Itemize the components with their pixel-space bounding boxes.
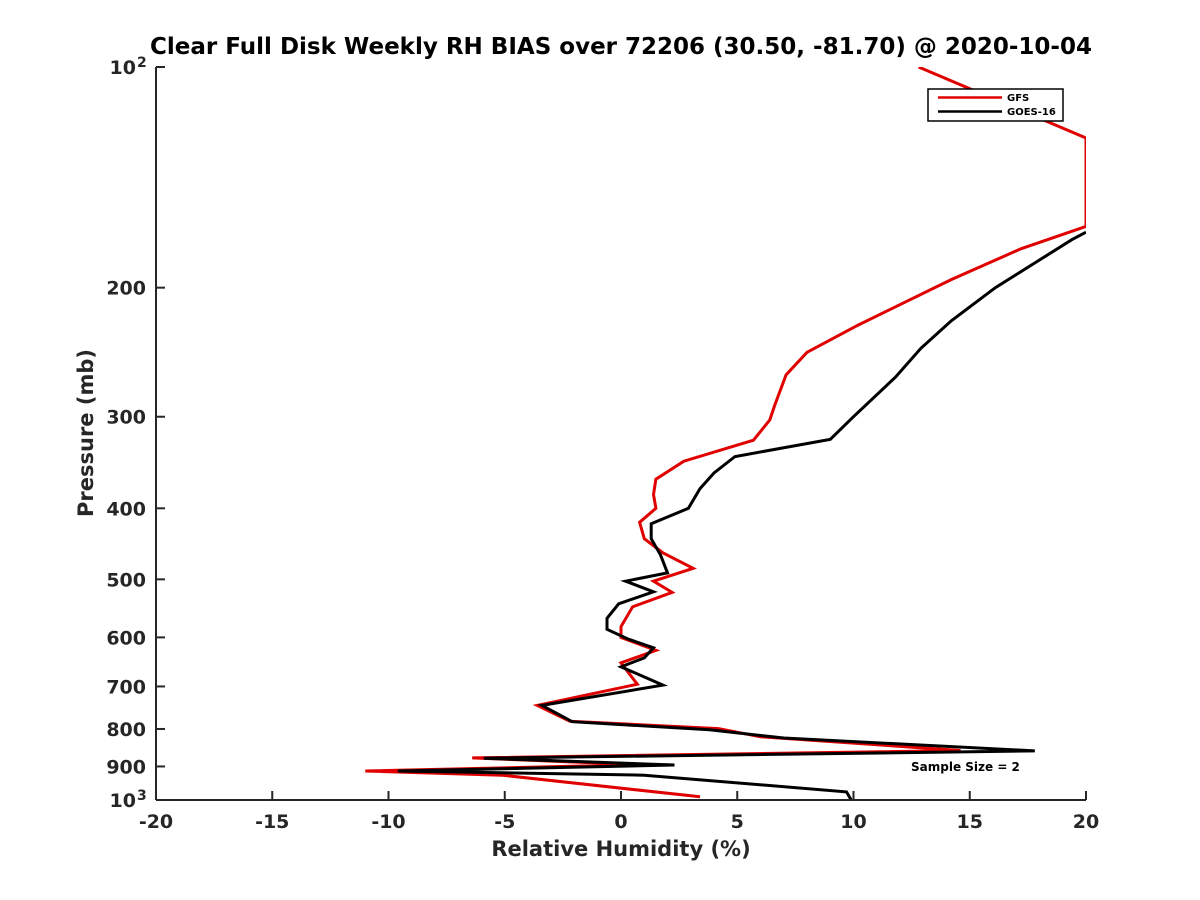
y-axis-label: Pressure (mb): [74, 349, 98, 517]
legend: GFS GOES-16: [927, 88, 1064, 122]
x-axis-label: Relative Humidity (%): [491, 837, 750, 861]
y-tick-label: 10: [110, 790, 136, 812]
y-tick-label: 600: [106, 627, 146, 649]
x-tick-label: 0: [614, 811, 627, 833]
y-tick-label: 200: [106, 278, 146, 300]
y-tick-label: 10: [110, 57, 136, 79]
legend-label-goes16: GOES-16: [1007, 107, 1056, 118]
series-line-gfs: [365, 67, 1086, 799]
y-tick-exponent: 3: [137, 788, 147, 804]
y-tick-label: 800: [106, 719, 146, 741]
legend-box: [927, 88, 1064, 122]
y-tick-exponent: 2: [137, 55, 147, 71]
y-tick-label: 300: [106, 407, 146, 429]
series-line-goes16: [397, 230, 1086, 800]
y-tick-label: 700: [106, 676, 146, 698]
y-tick-label: 400: [106, 498, 146, 520]
y-tick-label: 900: [106, 756, 146, 778]
x-tick-label: 5: [731, 811, 744, 833]
y-tick-label: 500: [106, 569, 146, 591]
chart-title: Clear Full Disk Weekly RH BIAS over 7220…: [150, 34, 1092, 60]
x-tick-label: 15: [957, 811, 983, 833]
x-tick-label: 10: [840, 811, 866, 833]
x-tick-label: -10: [371, 811, 405, 833]
x-axis-ticks: -20 -15 -10 -5 0 5 10 15 20: [139, 791, 1099, 833]
legend-label-gfs: GFS: [1007, 93, 1029, 104]
x-tick-label: 20: [1073, 811, 1099, 833]
plot-area: [365, 67, 1086, 800]
sample-size-annotation: Sample Size = 2: [911, 760, 1020, 774]
x-tick-label: -15: [255, 811, 289, 833]
x-tick-label: -5: [494, 811, 515, 833]
x-tick-label: -20: [139, 811, 173, 833]
